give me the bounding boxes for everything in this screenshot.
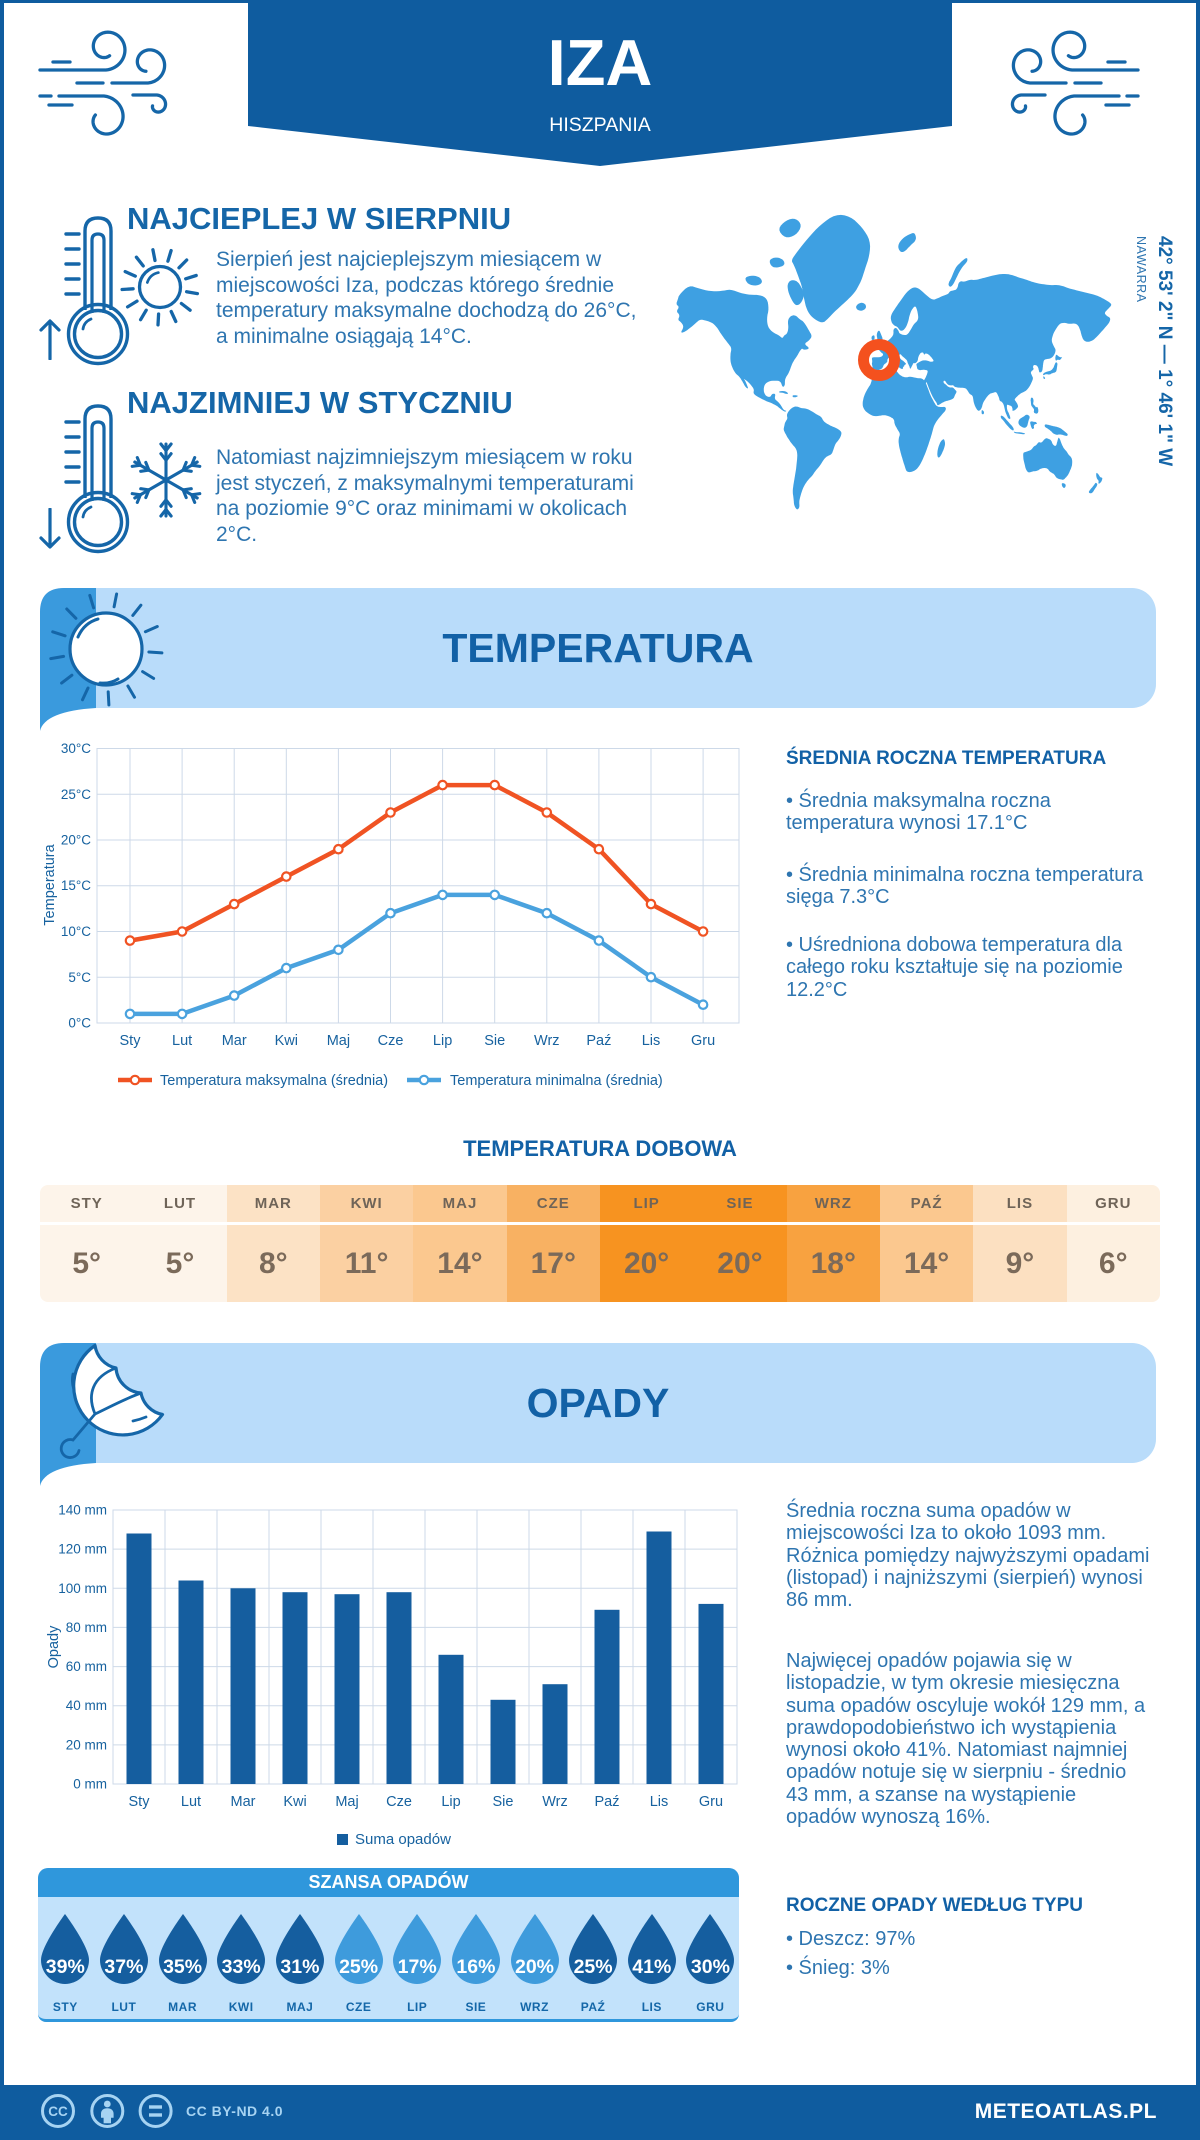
svg-text:Kwi: Kwi: [275, 1033, 298, 1049]
svg-text:Gru: Gru: [691, 1033, 715, 1049]
svg-text:Kwi: Kwi: [283, 1794, 306, 1810]
svg-text:30°C: 30°C: [61, 742, 91, 756]
svg-text:Cze: Cze: [378, 1033, 404, 1049]
svg-text:Lis: Lis: [650, 1794, 669, 1810]
svg-text:Sty: Sty: [129, 1794, 151, 1810]
svg-text:Gru: Gru: [699, 1794, 723, 1810]
svg-text:5°C: 5°C: [68, 970, 91, 985]
svg-text:Sie: Sie: [493, 1794, 514, 1810]
svg-text:Lut: Lut: [181, 1794, 201, 1810]
svg-text:Lip: Lip: [441, 1794, 460, 1810]
svg-text:Temperatura maksymalna (średni: Temperatura maksymalna (średnia): [160, 1073, 388, 1089]
svg-text:Cze: Cze: [386, 1794, 412, 1810]
svg-text:Maj: Maj: [335, 1794, 358, 1810]
svg-text:Lut: Lut: [172, 1033, 192, 1049]
svg-text:0 mm: 0 mm: [73, 1777, 107, 1792]
svg-text:Lis: Lis: [642, 1033, 661, 1049]
svg-text:Lip: Lip: [433, 1033, 452, 1049]
svg-text:20°C: 20°C: [61, 833, 91, 848]
svg-text:Paź: Paź: [586, 1033, 611, 1049]
svg-text:100 mm: 100 mm: [58, 1581, 107, 1596]
svg-text:20 mm: 20 mm: [66, 1737, 107, 1752]
svg-text:Wrz: Wrz: [542, 1794, 568, 1810]
svg-text:Sie: Sie: [484, 1033, 505, 1049]
svg-text:CC: CC: [48, 2104, 68, 2119]
svg-text:Temperatura: Temperatura: [42, 843, 58, 925]
svg-text:0°C: 0°C: [68, 1016, 91, 1031]
svg-text:Opady: Opady: [46, 1625, 62, 1668]
svg-text:Sty: Sty: [120, 1033, 142, 1049]
svg-text:25°C: 25°C: [61, 787, 91, 802]
svg-text:80 mm: 80 mm: [66, 1620, 107, 1635]
svg-text:10°C: 10°C: [61, 924, 91, 939]
svg-text:40 mm: 40 mm: [66, 1698, 107, 1713]
svg-text:140 mm: 140 mm: [58, 1503, 107, 1518]
svg-text:Suma opadów: Suma opadów: [355, 1831, 451, 1848]
svg-text:Temperatura minimalna (średnia: Temperatura minimalna (średnia): [450, 1073, 663, 1089]
svg-text:60 mm: 60 mm: [66, 1659, 107, 1674]
svg-text:Paź: Paź: [595, 1794, 620, 1810]
svg-text:Wrz: Wrz: [534, 1033, 560, 1049]
svg-text:15°C: 15°C: [61, 878, 91, 893]
svg-text:Maj: Maj: [327, 1033, 350, 1049]
svg-text:120 mm: 120 mm: [58, 1542, 107, 1557]
svg-text:Mar: Mar: [222, 1033, 247, 1049]
svg-text:Mar: Mar: [231, 1794, 256, 1810]
